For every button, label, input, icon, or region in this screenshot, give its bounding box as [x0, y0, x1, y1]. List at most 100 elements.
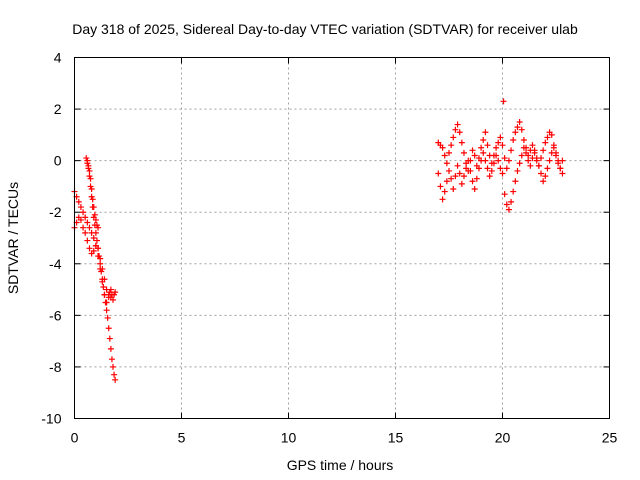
data-point: [99, 276, 106, 283]
data-point: [531, 147, 538, 154]
data-points: [71, 98, 566, 383]
data-point: [105, 325, 112, 332]
data-point: [500, 98, 507, 105]
data-point: [446, 149, 452, 156]
axis-ticks: [74, 57, 610, 419]
data-point: [501, 191, 508, 198]
data-point: [104, 314, 111, 321]
data-point: [497, 165, 504, 172]
data-point: [469, 147, 476, 154]
data-point: [460, 173, 467, 180]
data-point: [89, 196, 96, 203]
y-tick-label: 0: [54, 153, 62, 169]
data-point: [503, 165, 510, 172]
data-point: [463, 165, 470, 172]
data-point: [454, 162, 461, 169]
data-point: [544, 134, 551, 141]
data-point: [452, 126, 459, 133]
data-point: [544, 165, 551, 172]
data-point: [92, 229, 99, 236]
data-point: [540, 147, 547, 154]
data-point: [529, 142, 536, 149]
data-point: [100, 283, 107, 290]
data-point: [499, 142, 506, 149]
data-point: [542, 173, 549, 180]
grid: [74, 57, 610, 419]
y-tick-label: -8: [49, 359, 62, 375]
data-point: [505, 206, 512, 213]
data-point: [107, 345, 114, 352]
data-point: [520, 144, 527, 151]
data-point: [535, 162, 542, 169]
data-point: [80, 224, 87, 231]
data-point: [525, 157, 532, 164]
data-point: [486, 173, 493, 180]
data-point: [514, 167, 521, 174]
data-point: [90, 247, 97, 254]
data-point: [493, 144, 500, 151]
data-point: [82, 214, 89, 221]
data-point: [97, 260, 104, 267]
data-point: [84, 157, 91, 164]
x-tick-label: 20: [495, 430, 511, 446]
data-point: [448, 142, 455, 149]
data-point: [518, 152, 525, 159]
data-point: [80, 209, 87, 216]
y-tick-label: -2: [49, 204, 62, 220]
data-point: [102, 299, 109, 306]
data-point: [508, 198, 515, 205]
series-track-h: [501, 144, 566, 213]
series-track-i: [500, 98, 507, 105]
x-tick-label: 5: [178, 430, 186, 446]
data-point: [484, 142, 491, 149]
x-tick-label: 10: [281, 430, 297, 446]
data-point: [516, 118, 523, 125]
data-point: [112, 289, 119, 296]
data-point: [441, 188, 448, 195]
data-point: [90, 204, 97, 211]
data-point: [516, 160, 523, 167]
data-point: [555, 160, 562, 167]
y-tick-labels: -10 -8 -6 -4 -2 0 2 4: [41, 50, 61, 427]
data-point: [510, 137, 517, 144]
data-point: [439, 196, 446, 203]
data-point: [90, 235, 97, 241]
data-point: [443, 178, 450, 185]
data-point: [553, 152, 559, 159]
data-point: [77, 204, 84, 211]
data-point: [84, 219, 91, 226]
data-point: [542, 139, 549, 146]
data-point: [499, 170, 506, 177]
data-point: [514, 124, 521, 131]
data-point: [480, 149, 487, 156]
data-point: [106, 335, 113, 342]
data-point: [448, 175, 455, 182]
data-point: [546, 157, 553, 164]
data-point: [512, 178, 519, 185]
data-point: [538, 170, 545, 177]
data-point: [527, 162, 534, 169]
x-tick-label: 15: [388, 430, 404, 446]
x-tick-label: 0: [71, 430, 79, 446]
y-axis-title: SDTVAR / TECUs: [5, 182, 21, 294]
data-point: [101, 291, 108, 298]
data-point: [112, 376, 119, 383]
data-point: [495, 157, 502, 164]
data-point: [559, 157, 566, 164]
data-point: [110, 363, 117, 370]
data-point: [105, 294, 112, 301]
data-point: [458, 180, 465, 187]
data-point: [111, 371, 118, 378]
data-point: [96, 253, 103, 260]
data-point: [108, 356, 115, 363]
series-track-g: [435, 149, 506, 203]
data-point: [518, 126, 525, 133]
data-point: [559, 170, 566, 177]
data-point: [91, 211, 98, 218]
data-point: [82, 229, 89, 236]
data-point: [84, 237, 91, 244]
data-point: [93, 237, 100, 244]
data-point: [446, 167, 452, 174]
data-point: [87, 175, 94, 182]
chart-title: Day 318 of 2025, Sidereal Day-to-day VTE…: [72, 21, 578, 37]
